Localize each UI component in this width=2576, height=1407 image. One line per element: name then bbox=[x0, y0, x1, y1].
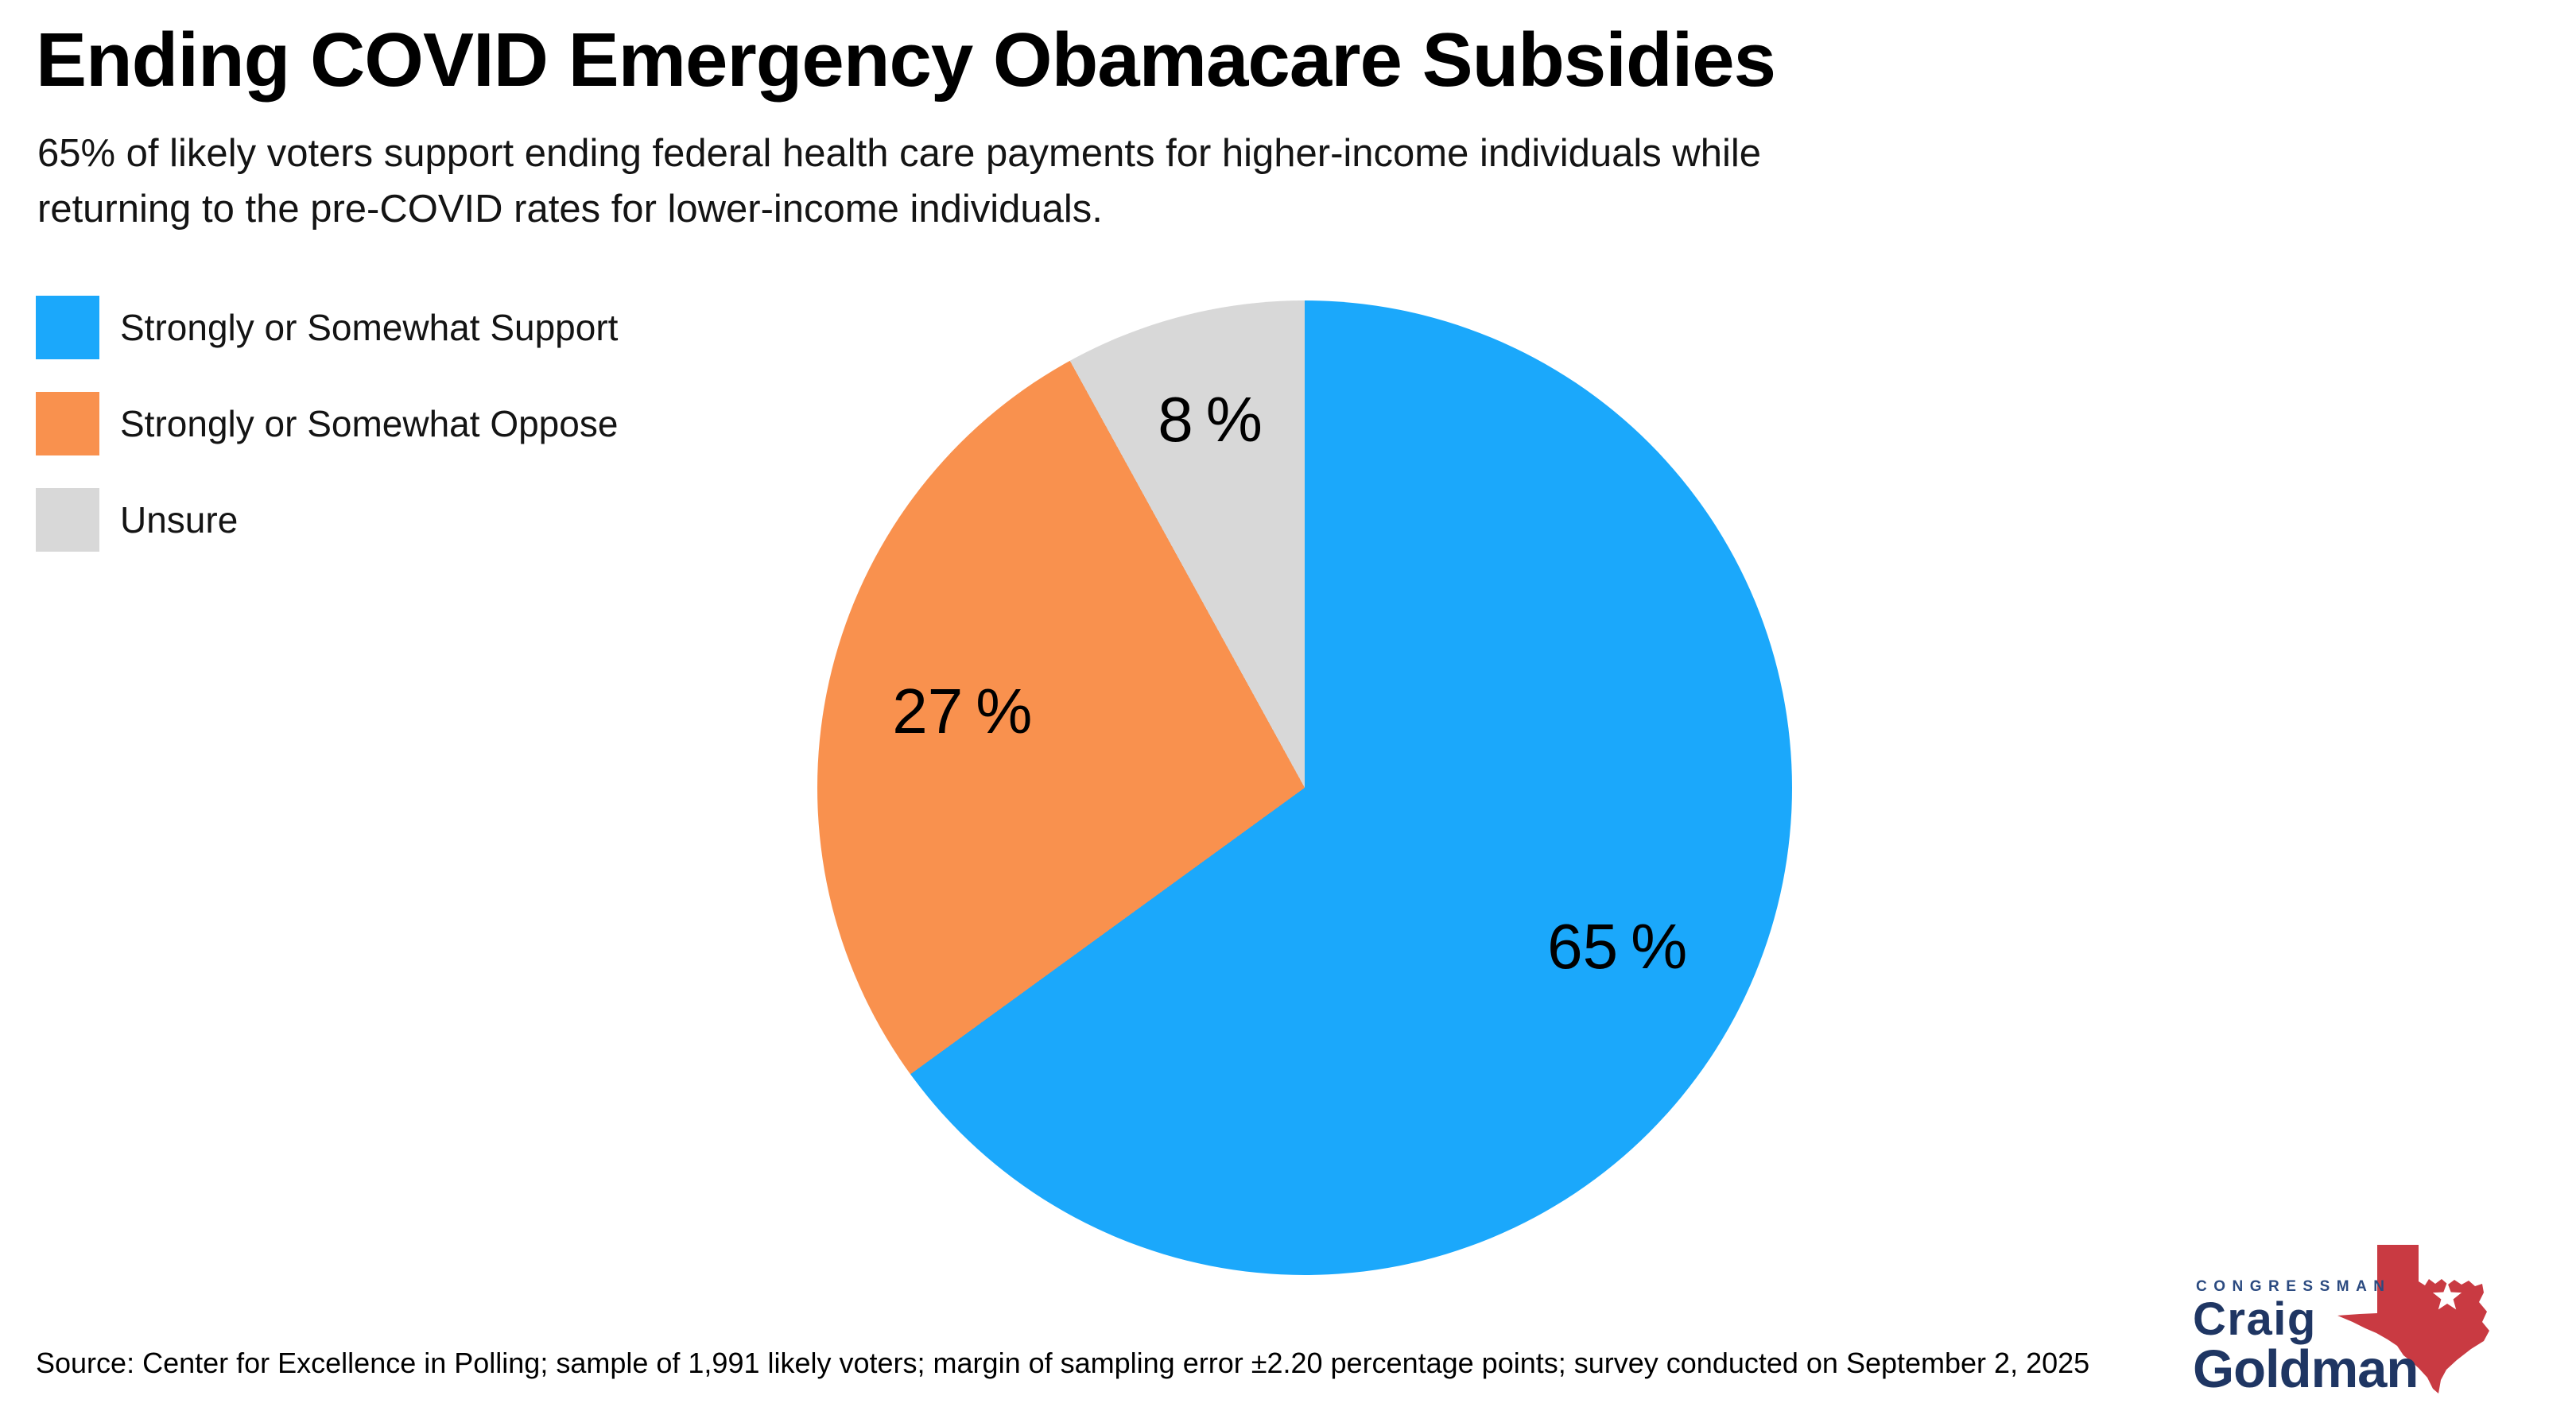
legend-item-unsure: Unsure bbox=[36, 488, 618, 552]
page-title: Ending COVID Emergency Obamacare Subsidi… bbox=[36, 17, 1776, 103]
star-icon bbox=[2432, 1282, 2462, 1310]
legend-swatch-unsure bbox=[36, 488, 99, 552]
pie-chart: 65 % 27 % 8 % bbox=[817, 300, 1792, 1275]
chart-legend: Strongly or Somewhat Support Strongly or… bbox=[36, 296, 618, 584]
legend-swatch-support bbox=[36, 296, 99, 359]
legend-label-oppose: Strongly or Somewhat Oppose bbox=[120, 403, 619, 444]
logo-eyebrow: CONGRESSMAN bbox=[2196, 1278, 2392, 1295]
legend-item-oppose: Strongly or Somewhat Oppose bbox=[36, 392, 618, 455]
source-note: Source: Center for Excellence in Polling… bbox=[36, 1347, 2090, 1379]
legend-label-unsure: Unsure bbox=[120, 499, 239, 541]
logo-last-name: Goldman bbox=[2193, 1339, 2419, 1399]
pie-circle bbox=[817, 300, 1792, 1275]
congressman-craig-goldman-logo: CONGRESSMAN Craig Goldman bbox=[2177, 1240, 2543, 1399]
subtitle-line-2: returning to the pre-COVID rates for low… bbox=[37, 188, 1103, 231]
texas-shape bbox=[2337, 1245, 2489, 1393]
legend-swatch-oppose bbox=[36, 392, 99, 455]
page-subtitle: 65% of likely voters support ending fede… bbox=[37, 126, 1761, 237]
legend-label-support: Strongly or Somewhat Support bbox=[120, 307, 619, 348]
texas-icon bbox=[2337, 1245, 2489, 1393]
logo-first-name: Craig bbox=[2193, 1293, 2317, 1345]
subtitle-line-1: 65% of likely voters support ending fede… bbox=[37, 132, 1762, 175]
slice-label-oppose: 27 % bbox=[892, 675, 1033, 746]
slice-label-unsure: 8 % bbox=[1158, 383, 1263, 455]
slice-label-support: 65 % bbox=[1547, 911, 1688, 983]
legend-item-support: Strongly or Somewhat Support bbox=[36, 296, 618, 359]
